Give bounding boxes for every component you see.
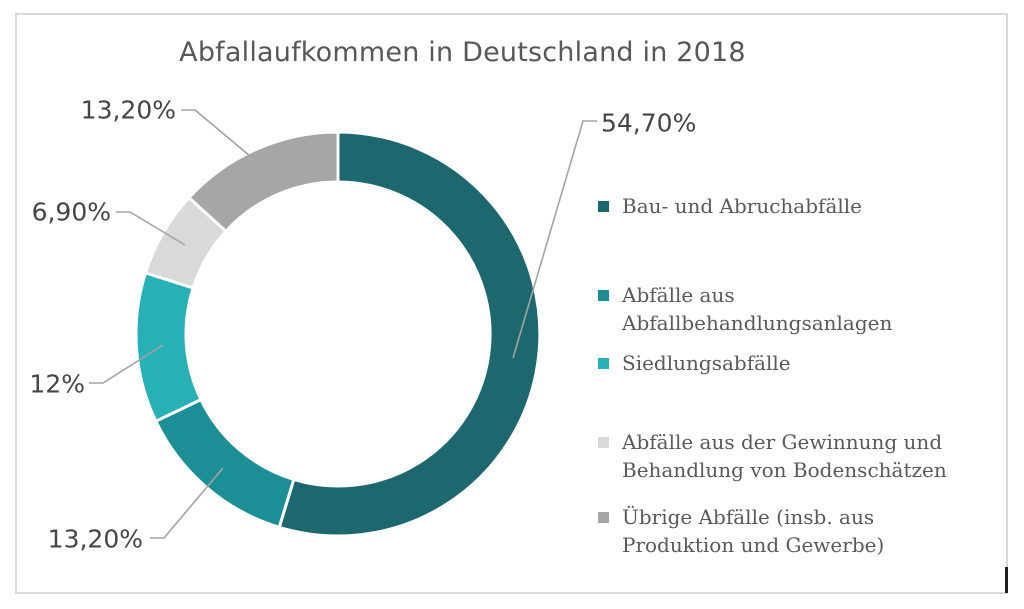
leader-line-0 [512, 120, 597, 359]
pct-label-bodenschaetze: 6,90% [31, 197, 111, 227]
pct-label-abfallbehandlungsanlagen: 13,20% [47, 524, 143, 554]
legend-swatch-icon [598, 290, 609, 301]
legend-item-uebrige-abfaelle[interactable]: Übrige Abfälle (insb. aus Produktion und… [598, 503, 976, 559]
donut-slice-2[interactable] [134, 270, 203, 424]
legend-item-abfallbehandlungsanlagen[interactable]: Abfälle aus Abfallbehandlungsanlagen [598, 281, 976, 337]
legend-swatch-icon [598, 437, 609, 448]
legend-item-bodenschaetze[interactable]: Abfälle aus der Gewinnung und Behandlung… [598, 428, 976, 484]
pct-label-bau-und-abruchabfaelle: 54,70% [601, 108, 697, 138]
legend-label: Siedlungsabfälle [622, 351, 791, 375]
legend-swatch-icon [598, 201, 609, 212]
leader-line-2 [89, 344, 164, 384]
chart-title: Abfallaufkommen in Deutschland in 2018 [179, 37, 746, 68]
legend-label: Übrige Abfälle (insb. aus Produktion und… [622, 505, 885, 557]
text-cursor [1005, 567, 1008, 593]
leader-line-1 [150, 467, 224, 539]
donut-slice-1[interactable] [153, 397, 296, 530]
donut-slice-0[interactable] [277, 130, 542, 538]
pct-label-uebrige-abfaelle: 13,20% [80, 95, 176, 125]
leader-line-4 [181, 109, 251, 157]
donut-slice-4[interactable] [186, 130, 340, 234]
legend-item-bau-und-abruchabfaelle[interactable]: Bau- und Abruchabfälle [598, 192, 862, 220]
leader-line-3 [116, 211, 186, 246]
legend-label: Bau- und Abruchabfälle [622, 194, 862, 218]
legend-item-siedlungsabfaelle[interactable]: Siedlungsabfälle [598, 349, 791, 377]
legend-swatch-icon [598, 512, 609, 523]
legend-swatch-icon [598, 358, 609, 369]
pct-label-siedlungsabfaelle: 12% [29, 369, 85, 399]
legend-label: Abfälle aus Abfallbehandlungsanlagen [622, 283, 893, 335]
legend-label: Abfälle aus der Gewinnung und Behandlung… [622, 430, 947, 482]
